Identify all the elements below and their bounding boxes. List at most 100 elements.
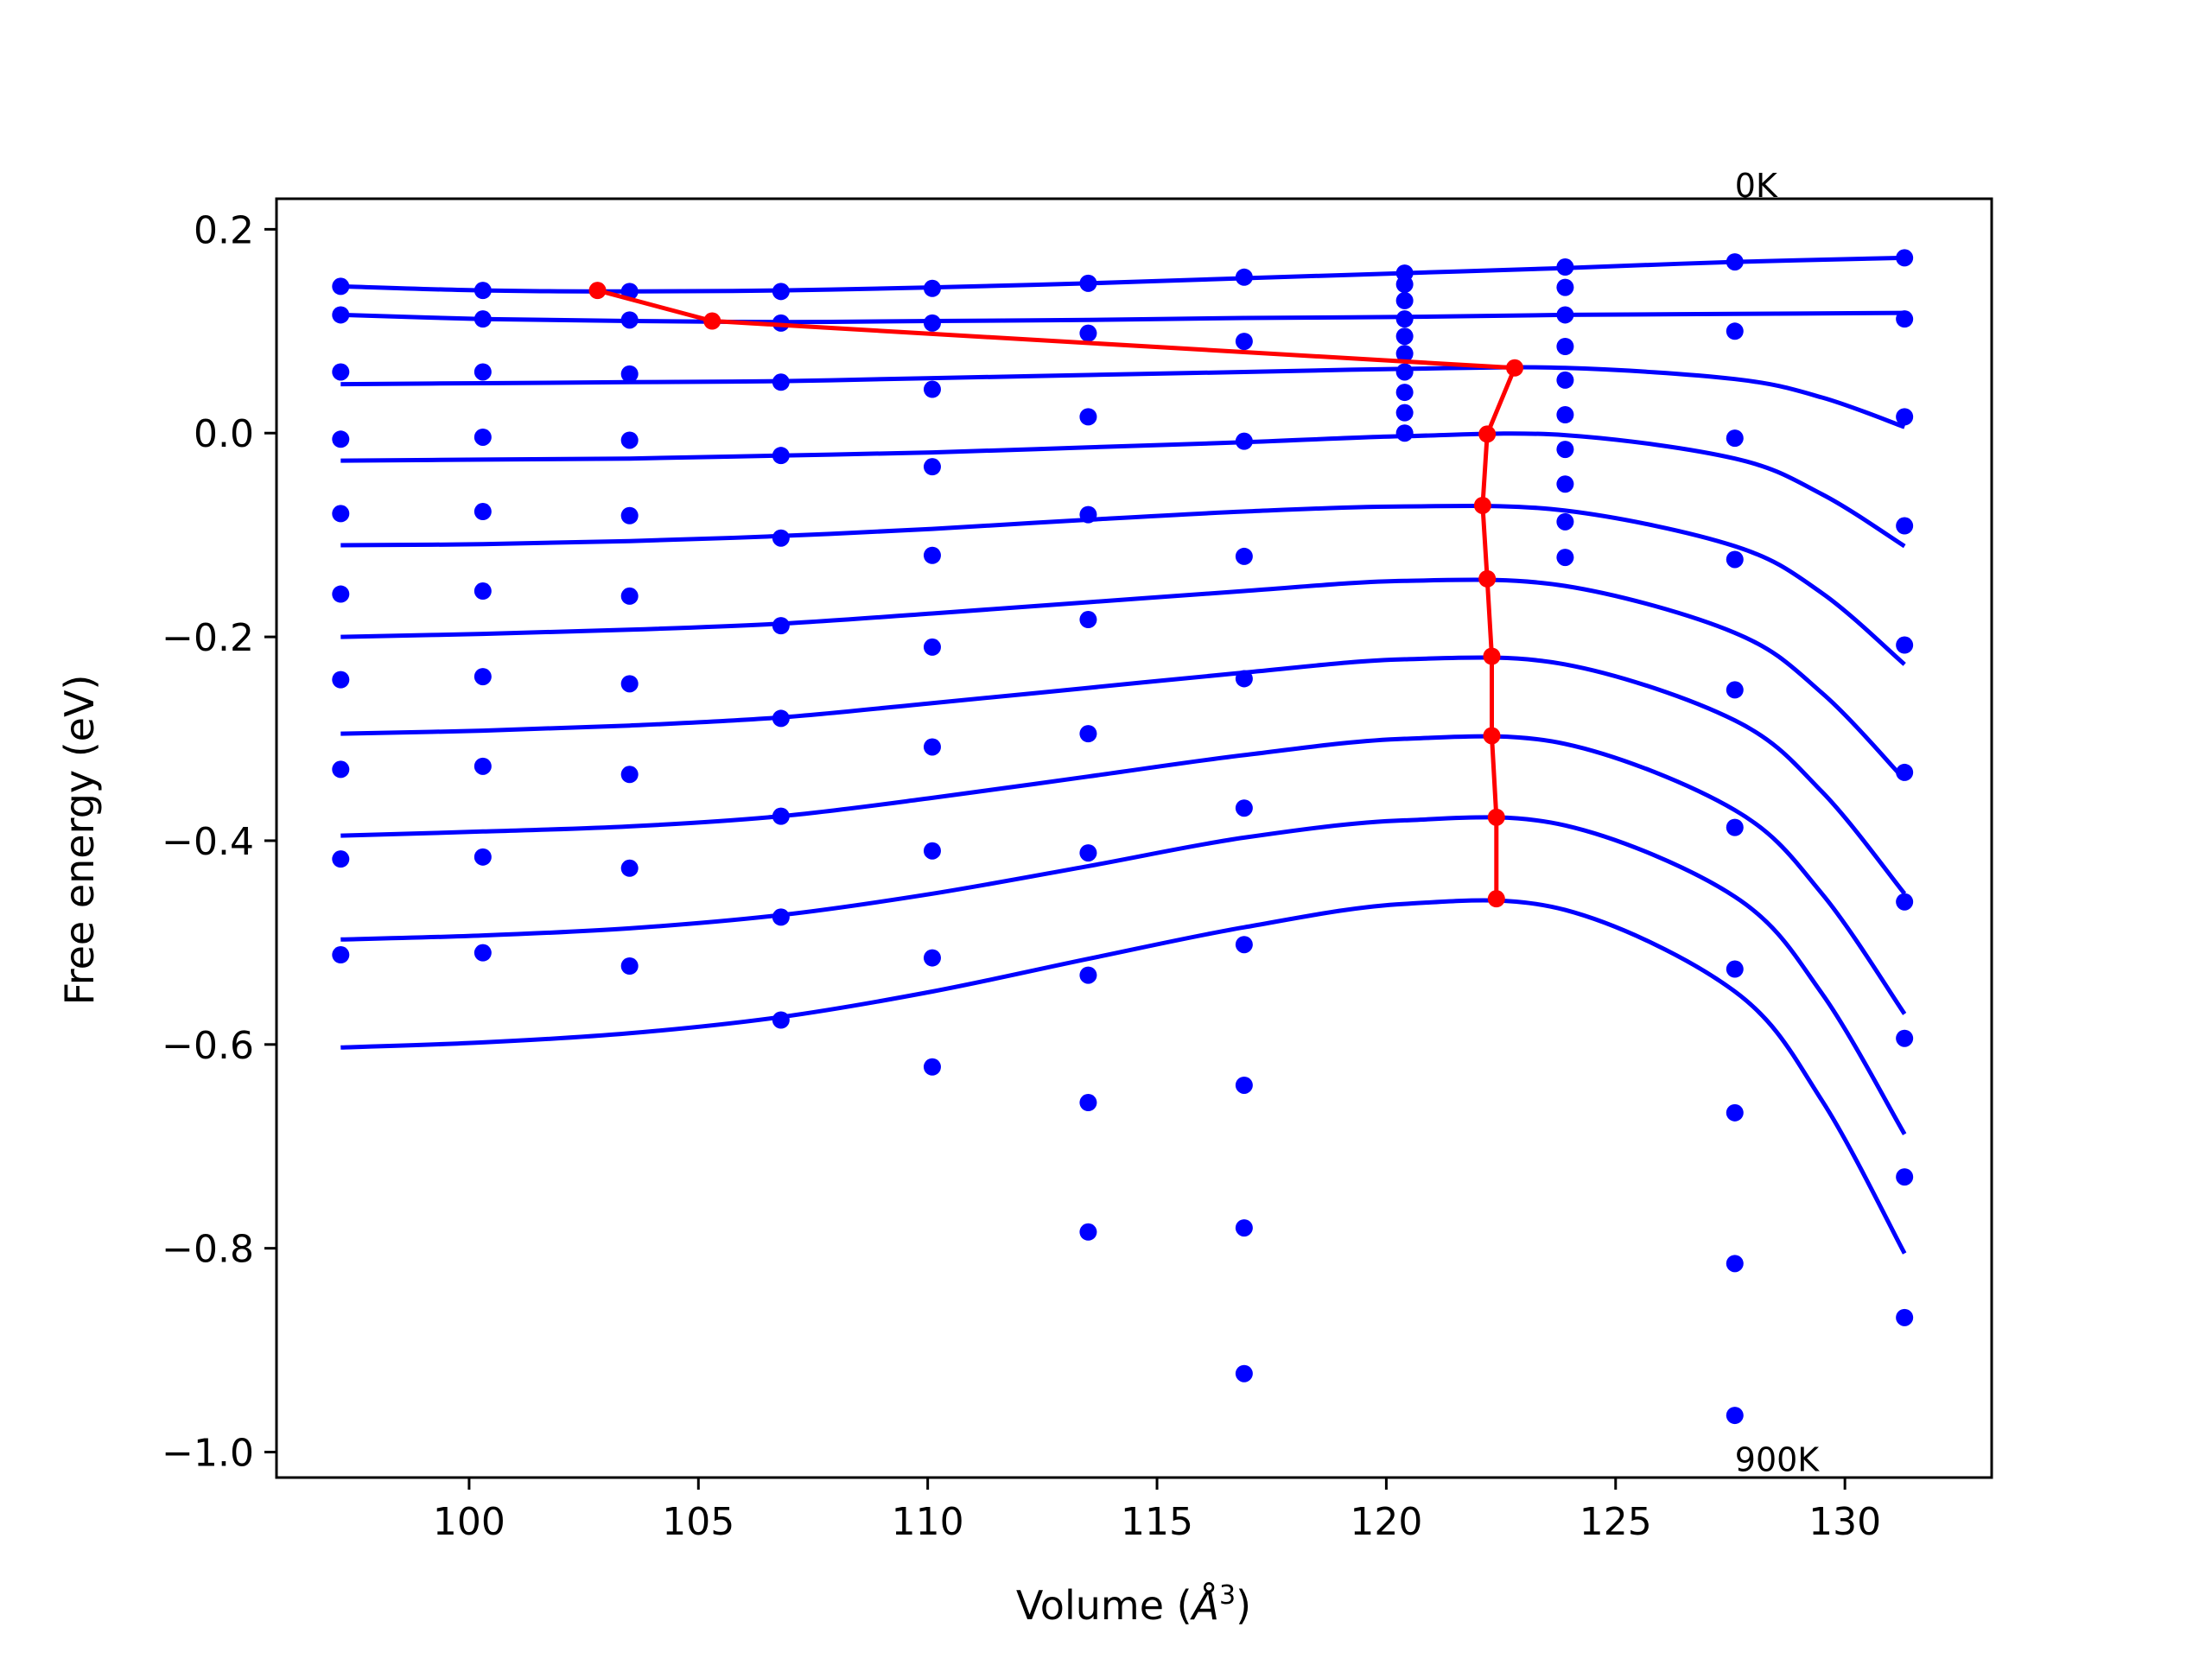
data-point	[620, 957, 639, 975]
data-point	[1235, 268, 1253, 286]
data-point	[474, 363, 492, 381]
data-point	[1395, 291, 1414, 309]
data-point	[1395, 363, 1414, 381]
data-point	[1235, 936, 1253, 954]
fit-curve-5	[340, 577, 1907, 781]
minimum-point	[703, 312, 721, 330]
data-point	[923, 458, 941, 476]
y-tick-label: 0.2	[194, 208, 254, 252]
temperature-annotations: 0K 900K	[1735, 167, 1821, 1478]
data-point	[772, 283, 790, 301]
data-point	[620, 587, 639, 605]
data-point	[1235, 432, 1253, 450]
data-point	[1896, 310, 1914, 328]
data-point	[332, 671, 350, 689]
minimum-point	[1473, 496, 1491, 514]
data-point	[1235, 670, 1253, 688]
x-tick-label: 100	[433, 1500, 505, 1544]
minimum-point	[1506, 359, 1524, 377]
data-point	[1079, 966, 1097, 984]
data-point	[474, 757, 492, 775]
x-tick-label: 115	[1121, 1500, 1193, 1544]
y-tick-label: −0.4	[162, 820, 254, 864]
data-point	[1726, 1255, 1744, 1273]
y-axis: 0.2 0.0 −0.2 −0.4 −0.6 −0.8 −1.0	[162, 208, 276, 1476]
data-point	[772, 807, 790, 825]
data-point	[923, 546, 941, 564]
data-point	[1556, 371, 1574, 389]
data-point	[474, 282, 492, 300]
data-point	[1235, 1364, 1253, 1382]
y-tick-label: −0.2	[162, 616, 254, 660]
data-point	[1896, 249, 1914, 267]
data-point	[1079, 324, 1097, 342]
x-axis-label: Volume (Å3)	[1016, 1580, 1251, 1629]
data-point	[1726, 681, 1744, 699]
plot-frame	[275, 197, 1993, 1479]
data-point	[1395, 327, 1414, 346]
data-point	[1896, 893, 1914, 911]
data-point	[923, 380, 941, 398]
data-point	[1556, 278, 1574, 296]
data-point	[1896, 1168, 1914, 1186]
data-point	[332, 585, 350, 603]
fit-curve-7	[340, 734, 1907, 1015]
minimum-point	[1478, 569, 1497, 588]
data-point	[1726, 1103, 1744, 1122]
fit-curve-6	[340, 655, 1907, 895]
data-point	[1896, 1029, 1914, 1047]
x-tick-label: 105	[662, 1500, 734, 1544]
data-point	[1556, 258, 1574, 276]
data-point	[1726, 322, 1744, 340]
data-point	[1726, 1407, 1744, 1425]
x-axis: 100 105 110 115 120 125 130	[433, 1478, 1881, 1544]
data-point	[474, 668, 492, 686]
data-point	[620, 766, 639, 784]
minimum-path-line	[596, 288, 1517, 899]
data-point	[923, 279, 941, 297]
minimum-point	[1483, 727, 1501, 745]
data-point	[1079, 1223, 1097, 1241]
data-point	[772, 709, 790, 728]
minimum-point	[1483, 647, 1501, 665]
data-point	[332, 430, 350, 448]
y-axis-label: Free energy (eV)	[56, 675, 103, 1006]
y-tick-label: 0.0	[194, 412, 254, 456]
data-point	[1235, 799, 1253, 817]
data-point	[1395, 310, 1414, 328]
data-point	[772, 373, 790, 391]
data-point	[474, 503, 492, 521]
fit-curve-8	[340, 815, 1907, 1135]
data-point	[1079, 844, 1097, 862]
data-point	[1896, 636, 1914, 654]
fit-curve-9	[340, 898, 1907, 1255]
data-point	[1079, 274, 1097, 292]
data-point	[474, 944, 492, 962]
data-point	[332, 760, 350, 779]
data-point	[772, 447, 790, 465]
data-point	[620, 859, 639, 877]
minimum-point	[1478, 425, 1497, 443]
data-point	[1896, 408, 1914, 426]
data-point	[332, 946, 350, 964]
data-point	[1079, 505, 1097, 524]
data-point	[1726, 960, 1744, 978]
x-tick-label: 130	[1808, 1500, 1881, 1544]
data-point	[923, 842, 941, 860]
data-point	[474, 428, 492, 446]
data-point	[332, 306, 350, 324]
data-point	[1395, 404, 1414, 422]
data-point	[1235, 547, 1253, 565]
fit-curve-4	[340, 503, 1906, 666]
data-point	[1079, 1094, 1097, 1112]
annotation-0k: 0K	[1735, 167, 1778, 205]
data-point	[923, 949, 941, 967]
data-point	[1395, 276, 1414, 294]
data-point	[1079, 408, 1097, 426]
data-point	[1556, 441, 1574, 459]
data-point	[474, 582, 492, 601]
data-point	[1726, 550, 1744, 569]
y-tick-label: −0.6	[162, 1024, 254, 1068]
fit-curve-1	[340, 310, 1905, 325]
